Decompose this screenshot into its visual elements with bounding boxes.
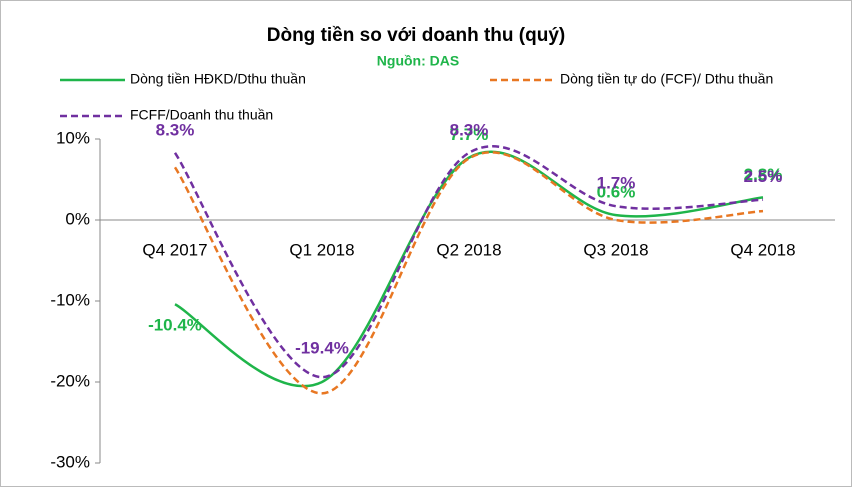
x-tick-label: Q4 2017 — [142, 240, 207, 259]
legend-label: FCFF/Doanh thu thuần — [130, 107, 273, 123]
data-label: 7.7% — [450, 125, 489, 144]
y-tick-label: 0% — [65, 209, 90, 228]
y-tick-label: -20% — [50, 371, 90, 390]
x-tick-label: Q1 2018 — [289, 240, 354, 259]
series-line — [173, 145, 764, 379]
data-label: -19.4% — [295, 339, 349, 358]
data-label: 2.8% — [744, 165, 783, 184]
y-tick-label: -30% — [50, 452, 90, 471]
data-label: 2.5% — [744, 167, 783, 186]
data-label: 0.6% — [597, 183, 636, 202]
data-label: 8.3% — [450, 120, 489, 139]
legend-label: Dòng tiền HĐKD/Dthu thuần — [130, 71, 306, 87]
series-line — [173, 151, 764, 395]
x-tick-label: Q2 2018 — [436, 240, 501, 259]
x-tick-label: Q3 2018 — [583, 240, 648, 259]
y-tick-label: 10% — [56, 128, 90, 147]
data-label: 8.3% — [156, 120, 195, 139]
legend-label: Dòng tiền tự do (FCF)/ Dthu thuần — [560, 71, 773, 87]
data-label: 1.7% — [597, 174, 636, 193]
data-label: -10.4% — [148, 316, 202, 335]
y-tick-label: -10% — [50, 290, 90, 309]
chart-subtitle: Nguồn: DAS — [377, 53, 459, 69]
chart-title: Dòng tiền so với doanh thu (quý) — [267, 25, 565, 46]
x-tick-label: Q4 2018 — [730, 240, 795, 259]
